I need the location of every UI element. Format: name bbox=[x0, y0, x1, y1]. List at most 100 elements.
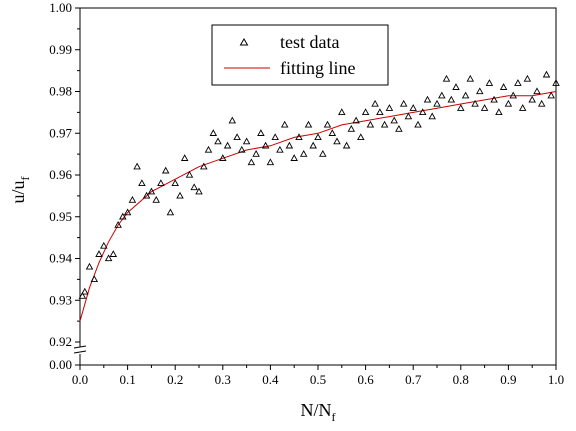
data-point bbox=[552, 79, 560, 86]
data-point bbox=[138, 179, 146, 187]
data-point bbox=[333, 137, 341, 145]
data-point bbox=[280, 120, 289, 128]
data-point bbox=[90, 275, 99, 283]
data-point bbox=[380, 120, 389, 128]
data-point bbox=[290, 154, 298, 161]
y-tick-label: 0.95 bbox=[49, 209, 72, 224]
y-axis-title: u/uf bbox=[8, 176, 32, 203]
data-point bbox=[409, 104, 417, 111]
data-point bbox=[385, 104, 394, 111]
data-point bbox=[81, 287, 89, 295]
data-point bbox=[161, 166, 170, 174]
data-point bbox=[452, 83, 460, 90]
data-point bbox=[328, 129, 337, 136]
data-point bbox=[223, 141, 232, 149]
data-point bbox=[219, 154, 227, 161]
data-point bbox=[266, 158, 275, 166]
data-point bbox=[357, 133, 365, 141]
x-tick-label: 0.0 bbox=[72, 372, 88, 387]
y-ticks: 0.92 0.93 0.94 0.95 0.96 0.97 0.98 0.99 1.00 0.00 bbox=[49, 0, 80, 372]
data-point bbox=[100, 241, 108, 249]
data-point bbox=[157, 179, 165, 187]
data-point bbox=[314, 133, 322, 141]
data-point bbox=[537, 99, 546, 107]
x-tick-label: 0.3 bbox=[215, 372, 231, 387]
data-point bbox=[204, 145, 213, 153]
legend: test data fitting line bbox=[211, 24, 389, 86]
data-point bbox=[309, 141, 317, 149]
x-tick-label: 0.1 bbox=[119, 372, 135, 387]
data-point bbox=[418, 108, 427, 116]
data-point bbox=[247, 158, 256, 166]
y-tick-label: 0.92 bbox=[49, 334, 72, 349]
scatter-group bbox=[78, 70, 560, 299]
data-point bbox=[276, 145, 284, 153]
data-point bbox=[342, 141, 351, 149]
data-point bbox=[133, 162, 141, 170]
x-axis-title: N/Nf bbox=[301, 400, 336, 424]
data-point bbox=[180, 154, 189, 161]
x-ticks: 0.0 0.1 0.2 0.3 0.4 0.5 0.6 0.7 0.8 0.9 1.0 bbox=[72, 365, 564, 387]
data-point bbox=[499, 83, 508, 90]
data-point bbox=[485, 79, 494, 86]
y-axis-break-mark bbox=[73, 345, 87, 354]
data-point bbox=[495, 108, 503, 116]
legend-label-fitting-line: fitting line bbox=[280, 58, 356, 78]
data-point bbox=[233, 133, 241, 141]
data-point bbox=[523, 74, 532, 82]
data-point bbox=[371, 99, 379, 107]
data-point bbox=[95, 250, 103, 257]
data-point bbox=[214, 137, 222, 145]
data-point bbox=[414, 120, 422, 128]
x-tick-label: 0.6 bbox=[357, 372, 374, 387]
x-tick-label: 0.2 bbox=[167, 372, 183, 387]
y-tick-label: 0.96 bbox=[49, 167, 72, 182]
data-point bbox=[480, 104, 489, 111]
y-tick-label: 0.98 bbox=[49, 84, 72, 99]
data-point bbox=[490, 95, 498, 103]
data-point bbox=[295, 133, 303, 141]
data-point bbox=[338, 108, 346, 116]
data-point bbox=[147, 187, 156, 195]
data-point bbox=[171, 179, 179, 187]
data-point bbox=[85, 262, 94, 270]
data-point bbox=[271, 133, 279, 141]
data-point bbox=[471, 99, 479, 107]
data-point bbox=[504, 99, 513, 107]
legend-label-test-data: test data bbox=[280, 32, 339, 52]
data-point bbox=[461, 91, 470, 99]
data-point bbox=[366, 120, 375, 128]
data-point bbox=[228, 116, 237, 124]
data-point bbox=[542, 70, 551, 78]
data-point bbox=[200, 162, 208, 170]
data-point bbox=[323, 120, 332, 128]
data-point bbox=[476, 87, 484, 95]
data-point bbox=[399, 99, 408, 107]
data-point bbox=[128, 195, 137, 203]
data-point bbox=[304, 120, 313, 128]
data-point bbox=[433, 99, 441, 107]
data-point bbox=[423, 95, 432, 103]
data-point bbox=[319, 149, 327, 157]
data-point bbox=[361, 108, 370, 116]
data-point bbox=[428, 112, 436, 120]
data-point bbox=[518, 104, 527, 111]
legend-box bbox=[211, 24, 389, 86]
data-point bbox=[376, 108, 384, 116]
data-point bbox=[533, 87, 541, 95]
data-point bbox=[119, 212, 127, 220]
y-tick-label: 0.97 bbox=[49, 125, 72, 140]
y-tick-label: 0.93 bbox=[49, 292, 72, 307]
data-point bbox=[257, 129, 265, 136]
data-point bbox=[78, 291, 87, 299]
data-point bbox=[242, 137, 251, 145]
data-point bbox=[447, 95, 456, 103]
data-point bbox=[261, 141, 270, 149]
data-point bbox=[142, 191, 151, 199]
x-tick-label: 0.9 bbox=[500, 372, 516, 387]
data-point bbox=[176, 191, 184, 199]
data-point bbox=[390, 116, 398, 124]
data-point bbox=[299, 149, 308, 157]
data-point bbox=[528, 95, 536, 103]
